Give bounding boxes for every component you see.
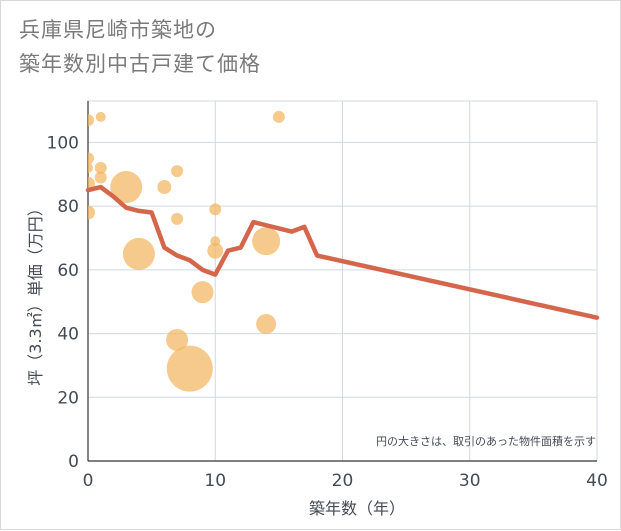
series-line [85,184,600,320]
data-bubble [166,328,189,351]
tick-layer: 0 20 40 60 80 100 0 10 20 30 40 [47,133,608,491]
data-bubble [110,171,143,204]
bubble-layer [88,110,285,392]
data-bubble [272,110,285,123]
x-tick-label: 40 [586,471,608,491]
y-tick-label: 40 [57,325,79,345]
data-bubble [207,242,224,259]
data-bubble [209,203,222,216]
x-axis-label: 築年数（年） [309,499,405,518]
data-bubble [252,227,281,256]
data-bubble [256,314,277,335]
y-tick-label: 80 [57,197,79,217]
data-bubble [157,180,172,195]
y-axis-label: 坪（3.3㎡）単価（万円） [26,200,45,385]
y-tick-label: 100 [47,133,79,153]
data-bubble [88,205,95,220]
x-tick-label: 30 [459,471,481,491]
y-tick-label: 0 [68,452,79,472]
data-bubble [191,281,214,304]
data-bubble [171,212,184,225]
grid [87,100,598,462]
data-bubble [171,165,184,178]
x-tick-label: 0 [83,471,94,491]
y-tick-label: 60 [57,261,79,281]
data-bubble [122,237,155,270]
chart-title-line2: 築年数別中古戸建て価格 [19,52,261,76]
data-bubble [88,152,94,165]
data-bubble [166,345,213,392]
data-bubble [95,111,106,122]
chart-title: 兵庫県尼崎市築地の 築年数別中古戸建て価格 [19,13,261,81]
line-layer [85,184,600,320]
bubble-size-note: 円の大きさは、取引のあった物件面積を示す [376,434,596,448]
data-bubble [88,162,93,173]
y-tick-label: 20 [57,388,79,408]
x-tick-label: 10 [204,471,226,491]
x-tick-label: 20 [332,471,354,491]
data-bubble [94,171,107,184]
chart-title-line1: 兵庫県尼崎市築地の [19,18,217,42]
data-bubble [94,161,107,174]
data-bubble [88,114,94,127]
